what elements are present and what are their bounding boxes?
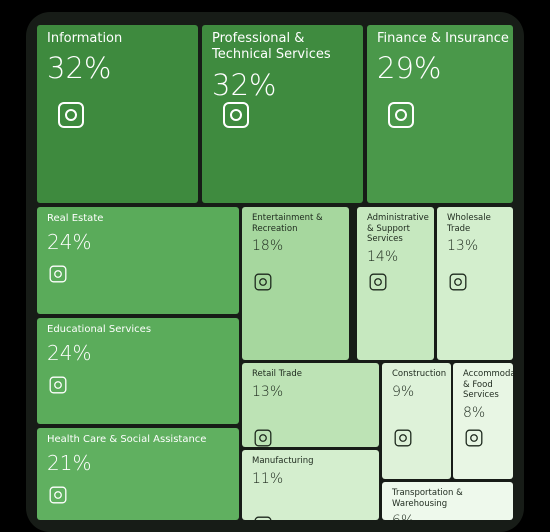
icon [49, 376, 67, 394]
tile-value: 9% [392, 383, 415, 400]
tile-label: Educational Services [47, 324, 152, 335]
tile-label: Transportation & Warehousing [392, 488, 463, 509]
tile-value: 18% [252, 238, 284, 255]
icon [58, 102, 84, 128]
tile: Entertainment & Recreation 18% [242, 207, 349, 360]
tile-label: Real Estate [47, 213, 104, 224]
icon [49, 486, 67, 504]
tile: Manufacturing 11% [242, 450, 379, 520]
tile: Retail Trade 13% [242, 363, 379, 447]
tile-value: 6% [392, 513, 503, 520]
tile-label: Finance & Insurance [377, 31, 509, 46]
tile-value: 21% [47, 450, 92, 475]
tile-value: 24% [47, 229, 92, 254]
tile-label: Administrative & Support Services [367, 213, 429, 245]
icon [254, 273, 272, 291]
icon [254, 516, 272, 520]
icon [369, 273, 387, 291]
tile-value: 8% [463, 404, 486, 421]
icon [449, 273, 467, 291]
icon [49, 265, 67, 283]
icon [394, 429, 412, 447]
tile-label: Professional & Technical Services [212, 31, 331, 63]
tile: Administrative & Support Services 14% [357, 207, 434, 360]
tile-label: Health Care & Social Assistance [47, 434, 207, 445]
tile: Real Estate 24% [37, 207, 239, 314]
tile: Professional & Technical Services 32% [202, 25, 363, 203]
tile-value: 32% [212, 67, 277, 102]
tile-label: Information [47, 31, 123, 46]
icon [465, 429, 483, 447]
tile: Finance & Insurance 29% [367, 25, 513, 203]
icon [223, 102, 249, 128]
tile-label: Entertainment & Recreation [252, 213, 323, 234]
tile: Wholesale Trade 13% [437, 207, 513, 360]
tile-label: Wholesale Trade [447, 213, 491, 234]
tile-value: 13% [447, 238, 479, 255]
tile-value: 14% [367, 248, 399, 265]
icon [388, 102, 414, 128]
tile: Information 32% [37, 25, 198, 203]
tile-value: 29% [377, 51, 442, 86]
tile: Health Care & Social Assistance 21% [37, 428, 239, 520]
tile-value: 32% [47, 51, 112, 86]
tile-value: 24% [47, 340, 92, 365]
tile: Construction 9% [382, 363, 451, 479]
tile: Transportation & Warehousing 6% [382, 482, 513, 520]
tile-label: Accommodation & Food Services [463, 369, 513, 401]
tile: Educational Services 24% [37, 318, 239, 424]
tile-value: 13% [252, 383, 284, 400]
tile: Accommodation & Food Services 8% [453, 363, 513, 479]
tile-label: Construction [392, 369, 447, 379]
tile-label: Retail Trade [252, 369, 302, 379]
icon [254, 429, 272, 447]
page: Information 32% Professional & Technical S… [26, 12, 524, 532]
tile-label: Manufacturing [252, 456, 314, 466]
tile-value: 11% [252, 470, 284, 487]
